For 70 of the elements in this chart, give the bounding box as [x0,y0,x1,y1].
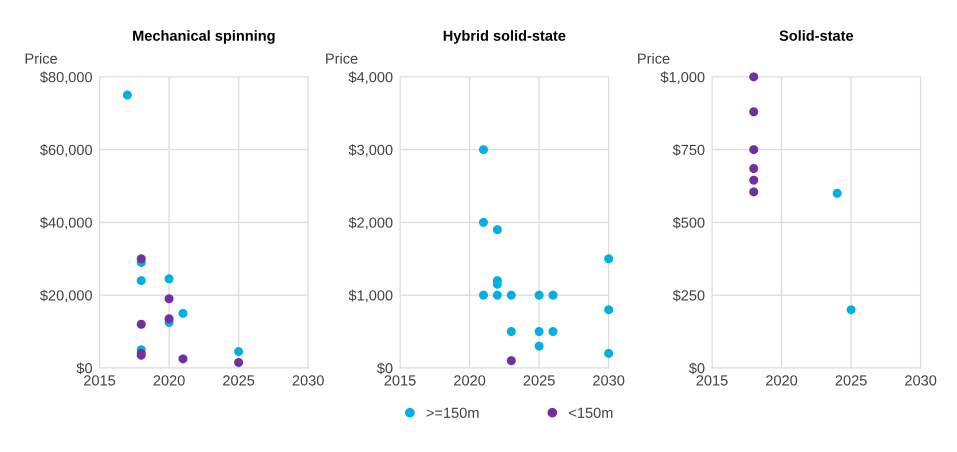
x-tick-label: 2015 [696,375,728,386]
point [122,90,132,100]
point [749,176,758,185]
y-tick-label: $4,000 [348,71,393,84]
x-tick-label: 2025 [524,375,555,386]
y-tick-label: $1,000 [660,71,704,84]
point [492,290,502,300]
x-tick-label: 2020 [154,375,185,386]
x-tick-label: 2030 [593,375,624,386]
point [164,314,174,324]
point [492,225,502,234]
point [136,254,146,264]
point [478,218,488,227]
y-tick-label: $3,000 [348,144,393,157]
point [506,290,516,300]
point [136,276,146,286]
point [234,358,244,367]
y-tick-label: $0 [76,362,92,374]
point [506,327,516,336]
y-tick-label: $250 [672,290,704,302]
legend-label: <150m [569,408,612,418]
y-tick-label: $2,000 [348,216,393,230]
chart-title: Mechanical spinning [133,30,275,44]
y-axis-title: Price [638,53,670,64]
chart-title: Hybrid solid-state [444,30,566,44]
point [604,348,614,358]
point [604,254,614,264]
point [548,290,558,300]
chart-title: Solid-state [779,30,854,41]
point [548,327,558,336]
point [846,305,856,314]
point [832,188,842,198]
point [178,354,188,364]
x-tick-label: 2025 [223,375,254,386]
point [164,294,174,304]
point [749,187,758,196]
point [534,290,544,300]
y-tick-label: $500 [672,216,704,229]
point [534,327,544,336]
y-tick-label: $0 [377,362,393,374]
legend-label: >=150m [426,408,478,418]
x-tick-label: 2025 [836,375,867,386]
y-tick-label: $80,000 [40,71,92,84]
point [478,145,488,154]
y-tick-label: $20,000 [40,290,92,302]
y-tick-label: $1,000 [348,290,393,302]
point [604,305,614,314]
point [534,342,544,351]
point [749,164,758,174]
point [178,308,188,318]
y-tick-label: $750 [672,144,704,156]
y-tick-label: $60,000 [40,144,92,157]
x-tick-label: 2020 [454,375,486,386]
point [136,320,146,329]
x-tick-label: 2030 [905,375,936,386]
x-tick-label: 2030 [292,375,324,386]
x-tick-label: 2015 [384,375,416,386]
y-tick-label: $0 [689,362,704,374]
point [749,145,758,154]
point [234,347,244,356]
point [749,72,758,82]
point [478,290,488,300]
y-tick-label: $40,000 [40,216,92,230]
y-axis-title: Price [326,53,358,64]
x-tick-label: 2015 [84,375,116,386]
point [749,107,758,116]
x-tick-label: 2020 [766,375,798,386]
point [506,356,516,366]
y-axis-title: Price [26,53,57,64]
point [164,274,174,284]
